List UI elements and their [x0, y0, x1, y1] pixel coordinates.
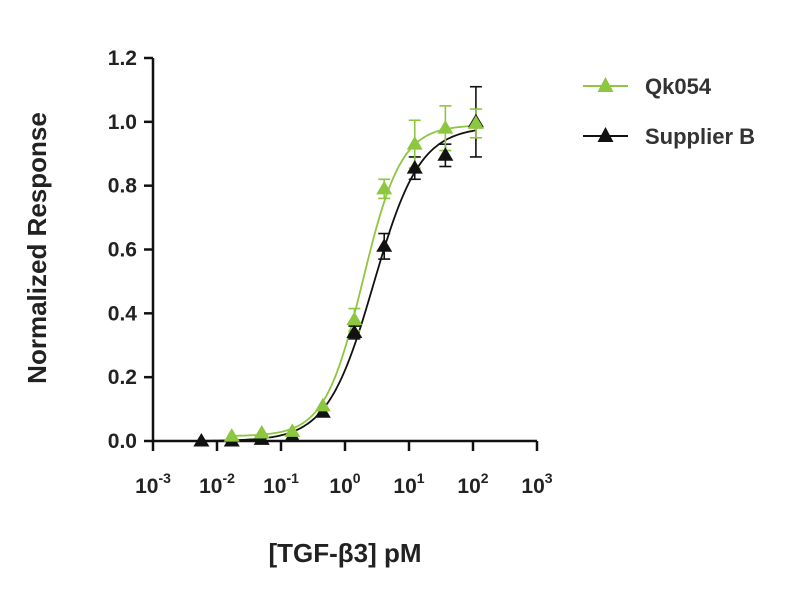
x-ticks: 10-3 10-2 10-1 100 101 102 103 — [135, 441, 553, 498]
data-point-qk054 — [437, 120, 454, 134]
data-point-qk054 — [406, 136, 423, 150]
x-tick-label: 10-1 — [263, 470, 299, 498]
legend-label-qk054: Qk054 — [645, 74, 712, 99]
legend: Qk054 Supplier B — [583, 74, 755, 149]
legend-label-supplier-b: Supplier B — [645, 124, 755, 149]
legend-marker-supplier-b — [597, 127, 614, 142]
x-tick-label: 101 — [393, 470, 424, 498]
axes — [151, 58, 537, 443]
y-tick-label: 0.0 — [108, 430, 137, 453]
x-tick-label: 10-3 — [135, 470, 171, 498]
x-tick-label: 10-2 — [199, 470, 235, 498]
x-tick-label: 102 — [457, 470, 488, 498]
legend-item-supplier-b: Supplier B — [583, 124, 755, 149]
x-axis-title: [TGF-β3] pM — [268, 538, 421, 568]
y-tick-label: 0.8 — [108, 175, 138, 198]
data-point-qk054 — [376, 180, 393, 195]
fit-curve-supplier-b — [198, 129, 477, 442]
fit-curves — [198, 124, 477, 442]
legend-marker-qk054 — [597, 77, 614, 92]
y-tick-label: 1.0 — [108, 111, 137, 134]
y-tick-label: 1.2 — [108, 47, 137, 70]
legend-item-qk054: Qk054 — [583, 74, 712, 99]
data-point-qk054 — [314, 397, 331, 412]
data-points — [193, 113, 484, 447]
data-point-supplier-b — [437, 147, 454, 161]
data-point-supplier-b — [406, 160, 423, 174]
y-tick-label: 0.6 — [108, 239, 137, 262]
y-axis-title: Normalized Response — [22, 112, 52, 384]
data-point-supplier-b — [376, 238, 393, 252]
data-point-qk054 — [253, 424, 270, 439]
fit-curve-qk054 — [228, 124, 476, 437]
data-point-supplier-b — [193, 432, 210, 447]
data-point-qk054 — [467, 115, 484, 129]
y-tick-label: 0.2 — [108, 366, 137, 389]
x-tick-label: 103 — [521, 470, 552, 498]
data-point-supplier-b — [346, 324, 363, 338]
x-tick-label: 100 — [329, 470, 360, 498]
data-point-qk054 — [284, 423, 301, 437]
data-point-qk054 — [346, 311, 363, 326]
y-tick-label: 0.4 — [108, 302, 138, 325]
y-ticks: 0.0 0.2 0.4 0.6 0.8 1.0 1.2 — [108, 47, 153, 453]
data-point-qk054 — [223, 428, 240, 442]
